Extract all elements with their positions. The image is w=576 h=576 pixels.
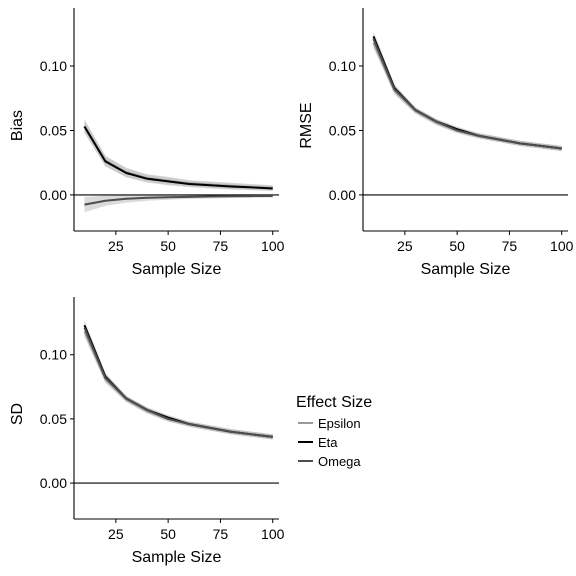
rmse-x-tick-label: 75 bbox=[502, 238, 518, 254]
legend-title: Effect Size bbox=[296, 394, 372, 411]
bias-y-axis-title: Bias bbox=[9, 110, 26, 141]
bias-x-tick-label: 50 bbox=[160, 238, 176, 254]
rmse-line-omega bbox=[372, 38, 562, 150]
rmse-x-tick-label: 25 bbox=[397, 238, 413, 254]
sd-x-tick-label: 100 bbox=[261, 526, 285, 542]
bias-line-omega bbox=[84, 194, 273, 206]
bias-x-axis-title: Sample Size bbox=[132, 261, 222, 278]
bias-x-tick-label: 100 bbox=[261, 238, 285, 254]
bias-y-tick-label: 0.00 bbox=[40, 187, 67, 203]
bias-y-tick-label: 0.05 bbox=[40, 122, 67, 138]
rmse-y-tick-label: 0.05 bbox=[329, 122, 356, 138]
legend: Effect Size Epsilon Eta Omega bbox=[296, 394, 372, 469]
rmse-y-axis-title: RMSE bbox=[298, 102, 315, 148]
sd-y-axis-title: SD bbox=[9, 403, 26, 425]
sd-y-tick-label: 0.00 bbox=[40, 475, 67, 491]
rmse-x-tick-label: 50 bbox=[449, 238, 465, 254]
bias-panel: 0.00 0.05 0.10 25 50 75 100 Sample Size Bias bbox=[9, 8, 285, 278]
rmse-panel: 0.00 0.05 0.10 25 50 75 100 Sample Size RMSE bbox=[298, 8, 574, 278]
sd-x-axis-title: Sample Size bbox=[132, 549, 222, 566]
legend-label-eta: Eta bbox=[318, 435, 338, 450]
sd-panel: 0.00 0.05 0.10 25 50 75 100 Sample Size SD bbox=[9, 297, 285, 566]
sd-y-tick-label: 0.05 bbox=[40, 411, 67, 427]
rmse-y-tick-label: 0.10 bbox=[329, 58, 356, 74]
sd-y-tick-label: 0.10 bbox=[40, 347, 67, 363]
sd-x-tick-label: 75 bbox=[213, 526, 229, 542]
rmse-y-tick-label: 0.00 bbox=[329, 187, 356, 203]
bias-line-eta bbox=[83, 126, 273, 190]
bias-y-tick-label: 0.10 bbox=[40, 58, 67, 74]
bias-band-eta bbox=[84, 120, 273, 192]
bias-x-tick-label: 25 bbox=[108, 238, 124, 254]
sd-x-tick-label: 25 bbox=[108, 526, 124, 542]
rmse-x-axis-title: Sample Size bbox=[421, 261, 511, 278]
sd-line-omega bbox=[83, 327, 273, 438]
rmse-x-tick-label: 100 bbox=[550, 238, 574, 254]
legend-label-epsilon: Epsilon bbox=[318, 416, 361, 431]
legend-label-omega: Omega bbox=[318, 454, 361, 469]
sd-x-tick-label: 50 bbox=[160, 526, 176, 542]
bias-x-tick-label: 75 bbox=[213, 238, 229, 254]
